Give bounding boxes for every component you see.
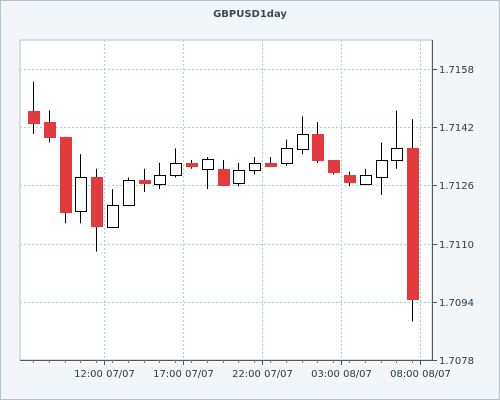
candle-body-up: [75, 177, 87, 212]
candle: [233, 162, 245, 187]
y-axis-ticks: 1.7078 1.7094 1.7110 1.7126 1.7142 1.7158: [432, 65, 474, 367]
candle-body-up: [249, 163, 261, 171]
candle: [91, 168, 103, 252]
candle-body-up: [123, 180, 135, 206]
candle: [328, 160, 340, 175]
candle-body-down: [344, 175, 356, 183]
x-tick-label: 22:00 07/07: [232, 369, 293, 380]
y-tick-label: 1.7126: [439, 181, 474, 192]
candle: [60, 136, 72, 224]
x-tick-label: 03:00 08/07: [311, 369, 372, 380]
candle-body-up: [376, 160, 388, 178]
x-axis-ticks: 12:00 07/07 17:00 07/07 22:00 07/07 03:00 0…: [33, 360, 451, 380]
y-tick-label: 1.7094: [439, 298, 474, 309]
candle: [139, 168, 151, 192]
candle-body-down: [407, 148, 419, 300]
candle-body-up: [281, 148, 293, 164]
y-tick-label: 1.7142: [439, 123, 474, 134]
candle-body-down: [186, 163, 198, 167]
plot-area: [19, 39, 433, 361]
candle-body-down: [44, 122, 56, 138]
candle: [297, 116, 309, 155]
candle: [407, 119, 419, 322]
candle-body-down: [265, 163, 277, 167]
y-tick-label: 1.7158: [439, 65, 474, 76]
candle-body-up: [202, 159, 214, 170]
candle: [281, 139, 293, 166]
candle-body-up: [297, 134, 309, 150]
x-tick-label: 17:00 07/07: [153, 369, 214, 380]
candle-body-down: [28, 111, 40, 124]
candle-body-down: [312, 134, 324, 161]
y-tick-label: 1.7078: [439, 356, 474, 367]
candle-body-up: [360, 175, 372, 185]
candle: [28, 81, 40, 134]
candle-body-up: [391, 148, 403, 161]
candle-body-up: [107, 205, 119, 228]
candle: [360, 168, 372, 185]
chart-title: GBPUSD1day: [213, 9, 287, 20]
candles: [28, 81, 419, 322]
axes: [20, 40, 433, 361]
candle-body-up: [170, 163, 182, 176]
candle: [265, 157, 277, 167]
x-tick-label: 12:00 07/07: [74, 369, 135, 380]
candle-body-down: [60, 137, 72, 213]
candle: [107, 189, 119, 228]
candle: [376, 142, 388, 195]
candle: [170, 148, 182, 178]
candle-body-down: [218, 169, 230, 186]
candle: [44, 110, 56, 143]
candle: [123, 177, 135, 206]
candle: [344, 171, 356, 187]
candle: [202, 157, 214, 190]
candle: [249, 157, 261, 175]
candle-body-down: [328, 160, 340, 173]
y-tick-label: 1.7110: [439, 240, 474, 251]
candle-body-down: [91, 177, 103, 227]
candle: [75, 154, 87, 224]
candle: [391, 110, 403, 169]
candle-body-up: [233, 170, 245, 184]
candle: [312, 122, 324, 163]
x-tick-label: 08:00 08/07: [390, 369, 451, 380]
candle: [186, 160, 198, 169]
grid-lines: [20, 40, 432, 360]
candle: [154, 162, 166, 190]
candle: [218, 160, 230, 187]
candle-body-down: [139, 180, 151, 184]
candle-body-up: [154, 175, 166, 185]
